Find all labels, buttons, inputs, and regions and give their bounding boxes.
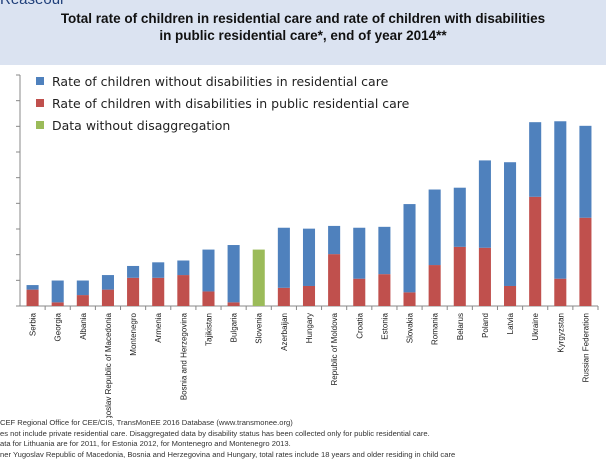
bar-segment (478, 160, 491, 248)
footnote-1: es not include private residential care.… (0, 428, 430, 438)
bar-segment (177, 275, 190, 306)
bar-segment (453, 187, 466, 247)
category-label: Slovenia (255, 312, 264, 343)
category-label: Kyrgyzstan (556, 313, 565, 353)
bar-segment (101, 275, 114, 290)
legend-swatch (36, 99, 44, 107)
bar-segment (202, 291, 215, 306)
bar-segment (478, 247, 491, 306)
bar-segment (302, 228, 316, 286)
category-label: Slovakia (406, 312, 415, 343)
bar-segment (554, 121, 567, 279)
footnote-2: ata for Lithuania are for 2011, for Esto… (0, 439, 291, 448)
bar-segment (127, 265, 140, 278)
category-label: Tajikistan (204, 313, 213, 346)
legend-label: Data without disaggregation (52, 118, 230, 133)
legend-label: Rate of children with disabilities in pu… (52, 96, 410, 111)
category-label: Bosnia and Herzegovina (179, 312, 188, 400)
category-label: Croatia (355, 312, 364, 338)
category-label: The former Yugoslav Republic of Macedoni… (104, 312, 113, 418)
bar-segment (51, 280, 64, 303)
bar-segment (302, 285, 316, 306)
category-label: Georgia (54, 312, 63, 341)
footnotes: CEF Regional Office for CEE/CIS, TransMo… (0, 418, 606, 460)
bar-segment (177, 260, 190, 276)
category-label: Russian Federation (581, 313, 590, 382)
bar-segment (378, 226, 391, 275)
bar-segment (76, 295, 89, 306)
bar-segment (101, 289, 114, 306)
bar-segment (76, 280, 89, 296)
bar-segment (428, 189, 441, 266)
bar-segment (51, 302, 64, 306)
bar-segment (554, 278, 567, 306)
footnote-3: ner Yugoslav Republic of Macedonia, Bosn… (0, 449, 456, 459)
category-label: Bulgaria (230, 312, 239, 342)
stacked-bar-chart: Serbia Georgia Albania The former Yugoslav … (16, 74, 599, 418)
top-text: Reaseour (0, 0, 65, 8)
category-label: Serbia (29, 312, 38, 336)
category-label: Montenegro (129, 312, 138, 355)
category-label: Azerbaijan (280, 313, 289, 351)
bar-segment (227, 302, 240, 306)
legend-swatch (36, 121, 44, 129)
bar-segment (252, 249, 265, 306)
bar-segment (453, 246, 466, 306)
bar-segment (529, 122, 542, 197)
category-label: Latvia (506, 312, 515, 334)
bar-segment (403, 204, 416, 293)
category-label: Armenia (154, 312, 163, 342)
category-label: Belarus (456, 313, 465, 340)
category-label: Estonia (380, 312, 389, 339)
chart-title: Total rate of children in residential ca… (10, 10, 596, 44)
category-label: Hungary (305, 313, 314, 343)
category-label: Poland (481, 313, 490, 338)
bar-segment (277, 227, 290, 288)
chart-title-line-1: Total rate of children in residential ca… (60, 11, 546, 26)
category-label: Ukraine (531, 312, 540, 340)
bar-segment (504, 162, 517, 286)
bar-segment (579, 125, 592, 218)
bar-segment (328, 254, 341, 306)
bar-segment (579, 217, 592, 306)
bar-segment (202, 249, 215, 292)
bar-segment (127, 277, 140, 306)
bar-segment (403, 292, 416, 306)
category-label: Republic of Moldova (330, 312, 339, 385)
bar-segment (353, 278, 366, 306)
bar-segment (504, 285, 517, 306)
bar-segment (378, 274, 391, 306)
legend-swatch (36, 77, 44, 85)
bar-segment (328, 225, 341, 255)
bar-segment (529, 196, 542, 306)
category-label: Romania (431, 312, 440, 345)
chart-title-line-2: in public residential care*, end of year… (159, 28, 447, 43)
bar-segment (26, 285, 39, 290)
legend-label: Rate of children without disabilities in… (52, 74, 389, 89)
bar-segment (428, 265, 441, 306)
footnote-source: CEF Regional Office for CEE/CIS, TransMo… (0, 418, 293, 427)
bar-segment (353, 227, 366, 279)
bar-segment (152, 277, 165, 306)
bar-segment (277, 287, 290, 306)
bar-segment (152, 262, 165, 278)
category-label: Albania (79, 312, 88, 339)
bar-segment (227, 245, 240, 303)
bar-segment (26, 289, 39, 306)
